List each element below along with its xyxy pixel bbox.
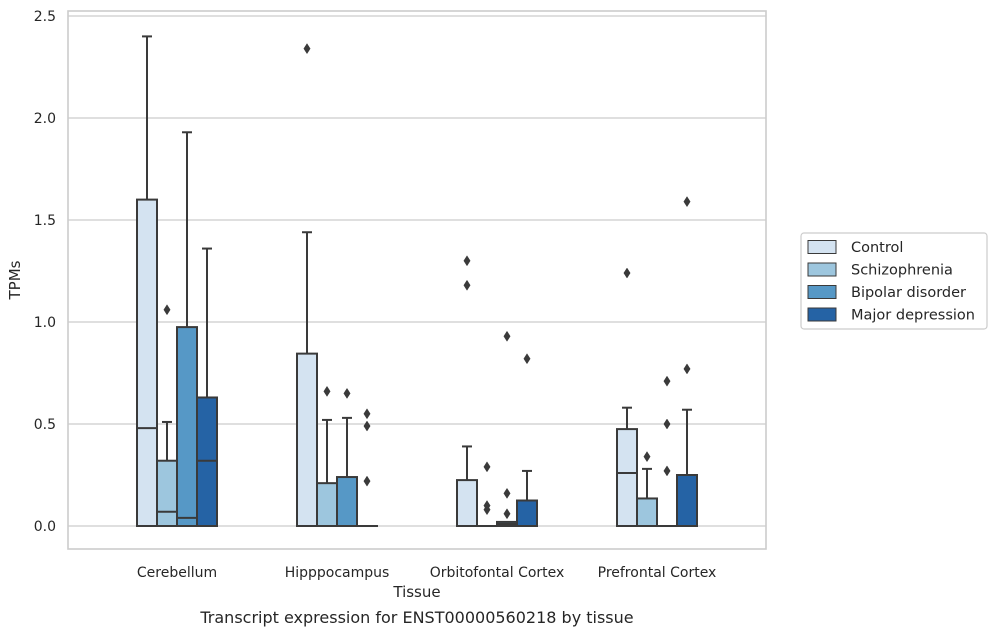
outlier-point: [363, 420, 371, 432]
outlier-point: [503, 508, 511, 520]
y-tick-label: 0.0: [34, 519, 56, 535]
box-body: [676, 474, 698, 527]
box-body: [176, 326, 198, 527]
box: [636, 451, 658, 527]
box: [356, 408, 378, 528]
box-body: [456, 479, 478, 528]
box: [156, 304, 178, 527]
outlier-point: [663, 465, 671, 477]
legend-label: Bipolar disorder: [851, 285, 966, 301]
plot-frame: [67, 10, 767, 550]
outlier-point: [303, 43, 311, 55]
legend: Control Schizophrenia Bipolar disorder Majo…: [800, 232, 988, 330]
y-tick-label: 1.5: [34, 213, 56, 229]
legend-label: Schizophrenia: [851, 263, 953, 279]
legend-label: Control: [851, 240, 903, 256]
outlier-point: [663, 418, 671, 430]
x-tick-label: Cerebellum: [137, 565, 217, 581]
outlier-point: [483, 500, 491, 512]
outlier-point: [663, 375, 671, 387]
y-axis-label: TPMs: [6, 260, 24, 300]
box: [656, 375, 678, 528]
outlier-point: [503, 330, 511, 342]
box-body: [616, 428, 638, 528]
outlier-point: [163, 304, 171, 316]
legend-item: Control: [807, 240, 903, 256]
box-body: [316, 482, 338, 528]
y-tick-label: 1.0: [34, 315, 56, 331]
box: [196, 247, 218, 528]
box-body: [636, 497, 658, 527]
y-axis-ticks: 0.0 0.5 1.0 1.5 2.0 2.5: [34, 9, 56, 535]
box-body: [156, 459, 178, 527]
legend-swatch: [807, 285, 837, 299]
outlier-point: [643, 451, 651, 463]
outlier-point: [523, 353, 531, 365]
box-body: [516, 499, 538, 527]
outlier-point: [483, 461, 491, 473]
outlier-point: [683, 196, 691, 208]
x-tick-label: Hipppocampus: [285, 565, 390, 581]
box: [176, 131, 198, 527]
box-body: [196, 396, 218, 528]
legend-swatch: [807, 240, 837, 254]
chart-caption: Transcript expression for ENST0000056021…: [199, 608, 633, 627]
box-groups: [136, 35, 698, 528]
legend-item: Schizophrenia: [807, 262, 953, 279]
gridlines: [68, 15, 766, 527]
box: [516, 353, 538, 527]
box-body: [136, 198, 158, 527]
outlier-point: [463, 279, 471, 291]
x-tick-label: Prefrontal Cortex: [598, 565, 717, 581]
y-tick-label: 2.0: [34, 111, 56, 127]
legend-swatch: [807, 262, 837, 277]
outlier-point: [463, 255, 471, 267]
legend-label: Major depression: [851, 308, 975, 324]
box-body: [296, 352, 318, 527]
legend-item: Bipolar disorder: [807, 285, 966, 301]
x-tick-label: Orbitofontal Cortex: [430, 565, 565, 581]
outlier-point: [323, 385, 331, 397]
legend-item: Major depression: [807, 307, 975, 324]
outlier-point: [363, 475, 371, 487]
outlier-point: [363, 408, 371, 420]
y-tick-label: 2.5: [34, 9, 56, 25]
outlier-point: [683, 363, 691, 375]
outlier-point: [503, 487, 511, 499]
x-axis-ticks: Cerebellum Hipppocampus Orbitofontal Corte…: [137, 565, 716, 581]
legend-swatch: [807, 307, 837, 322]
box: [316, 385, 338, 528]
box-body: [336, 476, 358, 528]
outlier-point: [623, 267, 631, 279]
legend-frame: [800, 232, 988, 330]
box: [496, 330, 518, 527]
box: [616, 267, 638, 528]
box: [136, 35, 158, 527]
outlier-point: [343, 387, 351, 399]
box: [476, 461, 498, 528]
y-tick-label: 0.5: [34, 417, 56, 433]
box: [296, 43, 318, 527]
box: [336, 387, 358, 528]
box: [456, 255, 478, 528]
x-axis-label: Tissue: [392, 583, 440, 601]
box: [676, 196, 698, 527]
